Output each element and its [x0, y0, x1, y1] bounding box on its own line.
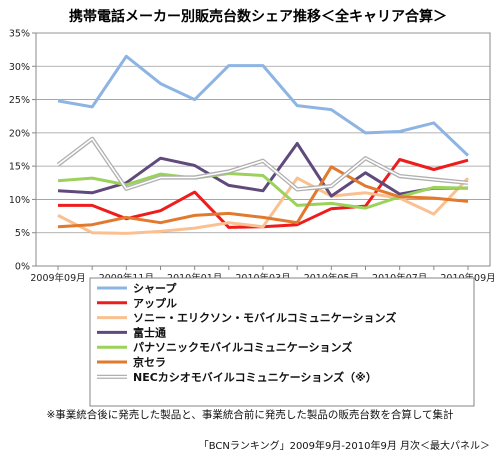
chart-title: 携帯電話メーカー別販売台数シェア推移＜全キャリア合算＞ — [69, 8, 447, 25]
plot-frame — [35, 32, 491, 267]
y-tick-label: 25% — [9, 95, 30, 106]
x-tick-label: 2009年09月 — [30, 272, 85, 284]
y-tick-label: 20% — [9, 128, 30, 139]
source-label: 「BCNランキング」2009年9月-2010年9月 月次＜最大パネル＞ — [199, 439, 490, 452]
legend-box — [89, 277, 475, 407]
footnote: ※事業統合後に発売した製品と、事業統合前に発売した製品の販売台数を合算して集計 — [46, 408, 454, 421]
y-tick-label: 30% — [9, 62, 30, 73]
y-tick-label: 0% — [15, 262, 30, 273]
y-tick-label: 15% — [9, 162, 30, 173]
legend-label: 京セラ — [133, 355, 166, 369]
legend-label: 富士通 — [133, 325, 166, 339]
y-tick-label: 35% — [9, 29, 30, 40]
legend-label: アップル — [133, 296, 177, 310]
legend-label: シャープ — [133, 281, 177, 295]
legend-label: ソニー・エリクソン・モバイルコミュニケーションズ — [133, 311, 396, 325]
y-tick-label: 10% — [9, 195, 30, 206]
legend-label: パナソニックモバイルコミュニケーションズ — [133, 340, 352, 354]
y-tick-label: 5% — [15, 228, 30, 239]
series-line-inner — [57, 138, 469, 191]
series-line — [57, 142, 468, 198]
series-line — [57, 54, 470, 157]
legend-label: NECカシオモバイルコミュニケーションズ（※） — [133, 370, 377, 384]
legend: シャープアップルソニー・エリクソン・モバイルコミュニケーションズ富士通パナソニッ… — [89, 277, 475, 407]
plot-area: 0%5%10%15%20%25%30%35%2009年09月2009年11月20… — [9, 29, 496, 285]
series-line — [57, 165, 469, 229]
